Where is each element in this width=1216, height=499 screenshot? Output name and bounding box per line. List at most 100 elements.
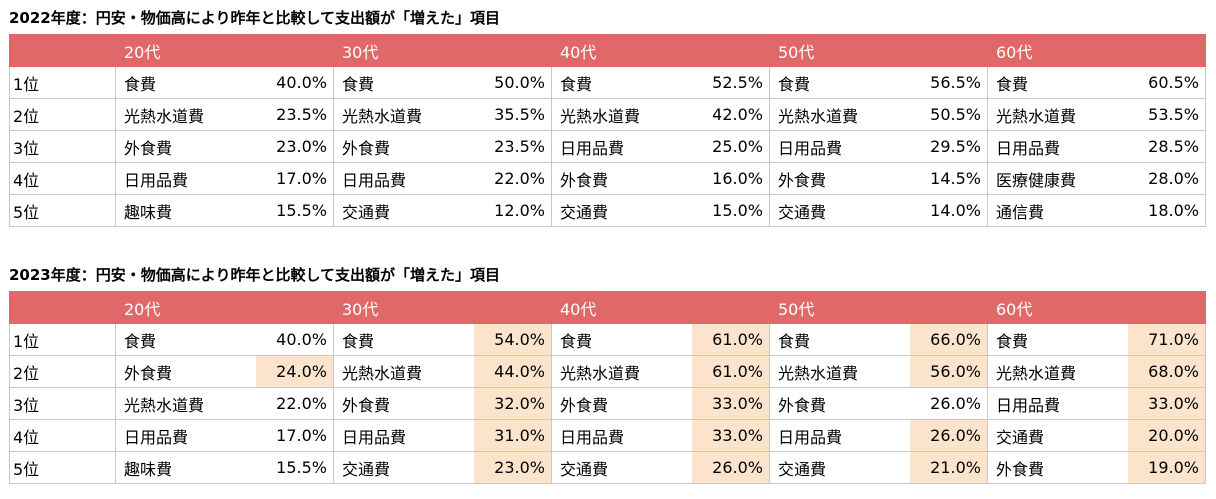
expense-item-cell: 外食費 [333,130,474,163]
percentage-cell: 61.0% [691,355,770,388]
header-row: 20代 30代 40代 50代 60代 [9,34,1206,67]
rank-cell: 2位 [9,355,116,388]
expense-item-cell: 食費 [333,66,474,99]
percentage-cell: 17.0% [255,419,334,452]
expense-item-cell: 日用品費 [987,387,1128,420]
rank-header-cell [9,291,116,324]
age-header-40s: 40代 [551,34,770,67]
header-row: 20代 30代 40代 50代 60代 [9,291,1206,324]
percentage-cell: 19.0% [1127,451,1206,484]
expense-item-cell: 食費 [333,323,474,356]
expense-item-cell: 光熱水道費 [115,387,256,420]
percentage-cell: 40.0% [255,323,334,356]
rank-cell: 4位 [9,419,116,452]
percentage-cell: 26.0% [691,451,770,484]
percentage-cell: 21.0% [909,451,988,484]
expense-item-cell: 交通費 [769,451,910,484]
expense-item-cell: 光熱水道費 [987,98,1128,131]
ranking-table-2022: 20代 30代 40代 50代 60代 1位 食費 40.0% 食費 50.0% 食費 52… [9,34,1206,227]
expense-item-cell: 光熱水道費 [769,98,910,131]
percentage-cell: 44.0% [473,355,552,388]
percentage-cell: 12.0% [473,194,552,227]
expense-item-cell: 交通費 [551,194,692,227]
expense-item-cell: 外食費 [551,387,692,420]
expense-item-cell: 外食費 [769,162,910,195]
age-header-50s: 50代 [769,291,988,324]
percentage-cell: 23.5% [255,98,334,131]
expense-item-cell: 趣味費 [115,451,256,484]
percentage-cell: 26.0% [909,387,988,420]
expense-item-cell: 交通費 [333,194,474,227]
percentage-cell: 42.0% [691,98,770,131]
percentage-cell: 15.0% [691,194,770,227]
expense-item-cell: 日用品費 [333,419,474,452]
percentage-cell: 26.0% [909,419,988,452]
rank-cell: 3位 [9,387,116,420]
age-header-20s: 20代 [115,291,334,324]
percentage-cell: 40.0% [255,66,334,99]
expense-item-cell: 光熱水道費 [987,355,1128,388]
table-row: 5位 趣味費 15.5% 交通費 12.0% 交通費 15.0% 交通費 14.0% 通信費 18.… [9,194,1206,227]
percentage-cell: 68.0% [1127,355,1206,388]
rank-cell: 1位 [9,66,116,99]
rank-cell: 2位 [9,98,116,131]
table-row: 4位 日用品費 17.0% 日用品費 31.0% 日用品費 33.0% 日用品費 26.0% 交通… [9,419,1206,452]
percentage-cell: 56.5% [909,66,988,99]
percentage-cell: 16.0% [691,162,770,195]
percentage-cell: 71.0% [1127,323,1206,356]
expense-item-cell: 食費 [551,66,692,99]
expense-item-cell: 日用品費 [987,130,1128,163]
expense-item-cell: 光熱水道費 [333,98,474,131]
percentage-cell: 35.5% [473,98,552,131]
ranking-table-2023: 20代 30代 40代 50代 60代 1位 食費 40.0% 食費 54.0% 食費 61… [9,291,1206,484]
percentage-cell: 60.5% [1127,66,1206,99]
percentage-cell: 33.0% [691,419,770,452]
percentage-cell: 22.0% [255,387,334,420]
percentage-cell: 17.0% [255,162,334,195]
percentage-cell: 20.0% [1127,419,1206,452]
expense-item-cell: 日用品費 [115,419,256,452]
percentage-cell: 61.0% [691,323,770,356]
percentage-cell: 15.5% [255,194,334,227]
expense-item-cell: 日用品費 [551,419,692,452]
section-title: 2022年度：円安・物価高により昨年と比較して支出額が「増えた」項目 [9,9,501,27]
table-row: 2位 光熱水道費 23.5% 光熱水道費 35.5% 光熱水道費 42.0% 光熱水道費 50.… [9,98,1206,131]
table-row: 3位 光熱水道費 22.0% 外食費 32.0% 外食費 33.0% 外食費 26.0% 日用品費… [9,387,1206,420]
percentage-cell: 24.0% [255,355,334,388]
expense-item-cell: 食費 [115,66,256,99]
rank-cell: 1位 [9,323,116,356]
expense-item-cell: 日用品費 [769,130,910,163]
age-header-30s: 30代 [333,291,552,324]
expense-item-cell: 通信費 [987,194,1128,227]
age-header-20s: 20代 [115,34,334,67]
expense-item-cell: 交通費 [333,451,474,484]
rank-cell: 5位 [9,194,116,227]
percentage-cell: 54.0% [473,323,552,356]
expense-item-cell: 外食費 [987,451,1128,484]
expense-item-cell: 光熱水道費 [333,355,474,388]
table-row: 1位 食費 40.0% 食費 54.0% 食費 61.0% 食費 66.0% 食費 71.0% [9,323,1206,356]
expense-item-cell: 食費 [987,323,1128,356]
rank-cell: 3位 [9,130,116,163]
expense-item-cell: 交通費 [769,194,910,227]
expense-item-cell: 外食費 [115,130,256,163]
expense-item-cell: 外食費 [115,355,256,388]
percentage-cell: 23.5% [473,130,552,163]
expense-item-cell: 医療健康費 [987,162,1128,195]
age-header-60s: 60代 [987,291,1206,324]
expense-item-cell: 光熱水道費 [115,98,256,131]
percentage-cell: 50.0% [473,66,552,99]
percentage-cell: 66.0% [909,323,988,356]
percentage-cell: 33.0% [691,387,770,420]
age-header-60s: 60代 [987,34,1206,67]
percentage-cell: 14.5% [909,162,988,195]
percentage-cell: 56.0% [909,355,988,388]
age-header-50s: 50代 [769,34,988,67]
percentage-cell: 29.5% [909,130,988,163]
rank-header-cell [9,34,116,67]
rank-cell: 4位 [9,162,116,195]
table-row: 5位 趣味費 15.5% 交通費 23.0% 交通費 26.0% 交通費 21.0% 外食費 19.… [9,451,1206,484]
percentage-cell: 32.0% [473,387,552,420]
expense-item-cell: 光熱水道費 [769,355,910,388]
expense-item-cell: 日用品費 [551,130,692,163]
